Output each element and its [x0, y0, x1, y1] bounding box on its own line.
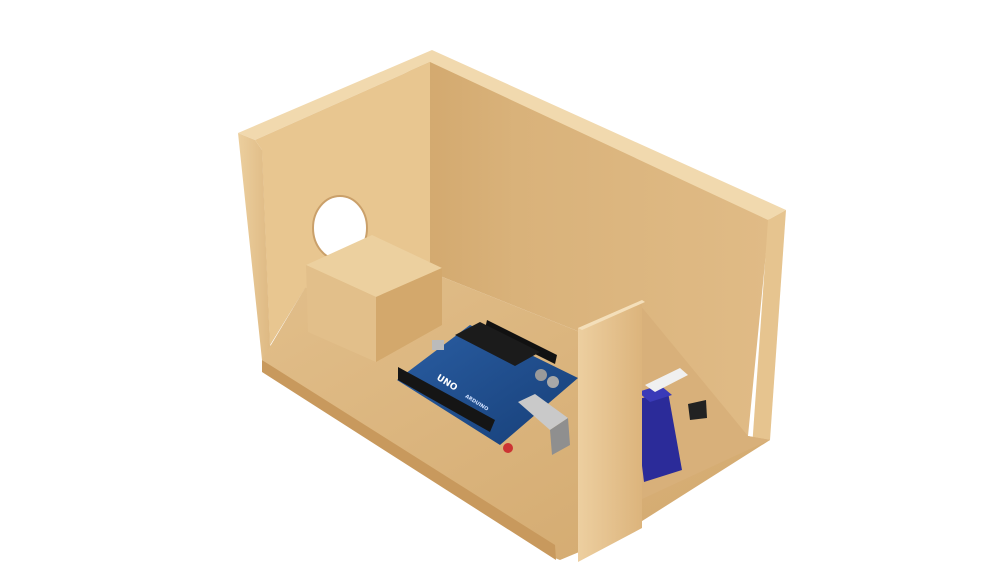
front-divider [578, 300, 645, 562]
floor-front-edge [262, 360, 556, 560]
servo-motor [634, 368, 707, 482]
block-side [376, 268, 442, 362]
servo-body [634, 392, 682, 482]
servo-top [638, 385, 672, 402]
left-wall-inner [238, 133, 275, 360]
usb-port-front [550, 418, 570, 455]
divider-top [578, 300, 645, 330]
icsp-header [432, 340, 444, 350]
servo-connector [688, 400, 707, 420]
header-top [485, 320, 557, 364]
capacitor-2 [547, 376, 559, 388]
mcu-chip [455, 322, 540, 366]
wood-block [306, 235, 442, 362]
arduino-board: UNO ARDUINO [397, 320, 578, 455]
divider-front [578, 300, 642, 562]
reset-button [503, 443, 513, 453]
right-wall [752, 210, 786, 448]
capacitor-1 [535, 369, 547, 381]
block-front [306, 265, 376, 362]
servo-horn [645, 368, 688, 392]
header-left [398, 367, 495, 432]
usb-port [518, 394, 568, 430]
board-pcb [397, 325, 578, 445]
block-top [306, 235, 442, 297]
